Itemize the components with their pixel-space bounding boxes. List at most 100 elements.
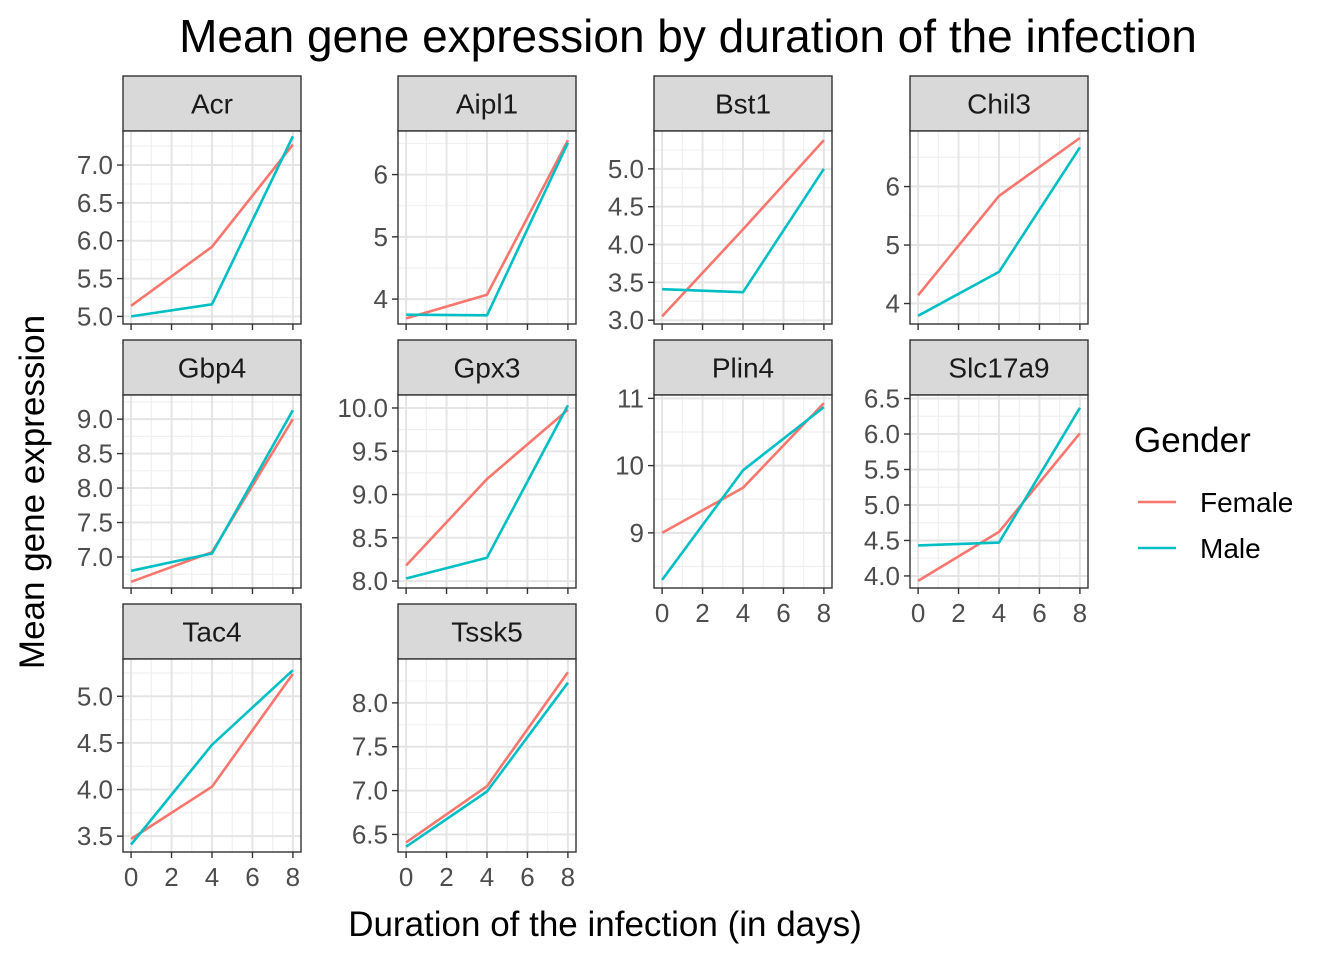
facet-strip-label: Bst1: [715, 89, 771, 120]
facet-panels: Acr5.05.56.06.57.0Aipl1456Bst13.03.54.04…: [77, 75, 1089, 892]
y-tick-label: 5: [886, 230, 900, 260]
series-line-male: [405, 404, 570, 580]
series-lines: [661, 139, 825, 318]
x-tick-label: 4: [480, 862, 494, 892]
legend-item-female: Female: [1138, 487, 1293, 518]
series-line-female: [917, 136, 1081, 297]
series-line-male: [130, 135, 295, 318]
y-axis-ticks: 9 10 11: [615, 383, 654, 548]
panel-border: [653, 394, 833, 589]
series-lines: [917, 136, 1081, 317]
x-tick-label: 2: [164, 862, 178, 892]
y-tick-label: 10: [615, 451, 644, 481]
series-line-female: [661, 139, 825, 318]
x-axis-ticks: [661, 324, 825, 330]
panel-border: [397, 658, 577, 853]
series-lines: [405, 671, 569, 848]
panel-border: [397, 394, 577, 589]
facet-strip-label: Plin4: [712, 353, 774, 384]
facet-strip-label: Acr: [191, 89, 233, 120]
y-tick-label: 4: [374, 284, 388, 314]
x-tick-label: 4: [736, 598, 750, 628]
panel-gpx3: Gpx3 8.0 8.5 9.0 9.5 10.0: [337, 339, 577, 596]
x-tick-label: 8: [817, 598, 831, 628]
y-tick-label: 7.0: [77, 542, 113, 572]
gridlines: [123, 659, 301, 852]
y-tick-label: 7.0: [77, 150, 113, 180]
y-tick-label: 4.5: [77, 728, 113, 758]
y-tick-label: 3.0: [608, 305, 644, 335]
series-line-male: [662, 168, 825, 294]
gridlines: [910, 395, 1088, 588]
x-tick-label: 4: [205, 862, 219, 892]
legend-label: Male: [1200, 533, 1261, 564]
y-tick-label: 5.5: [77, 264, 113, 294]
y-axis-ticks: 5.0 5.5 6.0 6.5 7.0: [77, 150, 123, 331]
panel-aipl1: Aipl1 4 5 6: [374, 75, 577, 330]
facet-strip: [653, 75, 833, 132]
series-line-female: [405, 408, 569, 567]
panel-gbp4: Gbp4 7.0 7.5 8.0 8.5 9.0: [77, 339, 302, 594]
series-line-male: [918, 407, 1082, 547]
x-tick-label: 0: [399, 862, 413, 892]
x-axis-ticks: [405, 588, 569, 594]
panel-border: [653, 130, 833, 325]
y-tick-label: 6.5: [864, 384, 900, 414]
y-tick-label: 6: [886, 172, 900, 202]
facet-strip-label: Tssk5: [451, 617, 523, 648]
facet-strip: [122, 75, 302, 132]
facet-strip: [653, 339, 833, 396]
legend-title: Gender: [1134, 421, 1251, 460]
facet-strip-label: Aipl1: [456, 89, 518, 120]
x-tick-label: 4: [992, 598, 1006, 628]
x-tick-label: 6: [776, 598, 790, 628]
y-tick-label: 8.0: [352, 566, 388, 596]
panel-border: [122, 658, 302, 853]
facet-strip: [909, 339, 1089, 396]
x-axis-ticks: [130, 588, 294, 594]
y-tick-label: 5.0: [77, 681, 113, 711]
series-line-female: [405, 139, 570, 320]
series-line-female: [130, 143, 294, 307]
chart-title: Mean gene expression by duration of the …: [179, 10, 1197, 62]
x-tick-label: 0: [124, 862, 138, 892]
x-axis-ticks: [917, 324, 1081, 330]
y-tick-label: 6.5: [352, 819, 388, 849]
panel-tssk5: Tssk5 6.5 7.0 7.5 8.0 0 2 4 6 8: [352, 603, 577, 892]
x-tick-label: 2: [695, 598, 709, 628]
y-tick-label: 6: [374, 160, 388, 190]
y-tick-label: 8.5: [77, 439, 113, 469]
legend-item-male: Male: [1138, 533, 1261, 564]
series-line-male: [130, 669, 294, 846]
y-tick-label: 8.5: [352, 523, 388, 553]
y-tick-label: 8.0: [352, 688, 388, 718]
y-tick-label: 9.5: [352, 436, 388, 466]
panel-border: [122, 394, 302, 589]
y-tick-label: 4.5: [608, 192, 644, 222]
y-axis-ticks: 8.0 8.5 9.0 9.5 10.0: [337, 393, 398, 596]
series-line-male: [130, 409, 295, 573]
y-tick-label: 11: [617, 383, 644, 413]
series-lines: [405, 404, 570, 580]
y-tick-label: 7.5: [77, 508, 113, 538]
gridlines: [123, 131, 301, 324]
panel-bst1: Bst1 3.0 3.5 4.0 4.5 5.0: [608, 75, 833, 335]
series-lines: [405, 139, 570, 320]
y-tick-label: 9.0: [77, 404, 113, 434]
y-tick-label: 4: [886, 289, 900, 319]
gridlines: [123, 395, 301, 588]
series-line-female: [405, 671, 569, 844]
series-lines: [130, 409, 295, 584]
x-tick-label: 2: [951, 598, 965, 628]
y-tick-label: 5.0: [608, 154, 644, 184]
x-axis-title: Duration of the infection (in days): [348, 905, 862, 944]
legend: Gender Female Male: [1134, 421, 1293, 564]
y-tick-label: 6.0: [77, 226, 113, 256]
y-tick-label: 7.0: [352, 776, 388, 806]
facet-strip: [909, 75, 1089, 132]
facet-strip-label: Slc17a9: [948, 353, 1049, 384]
